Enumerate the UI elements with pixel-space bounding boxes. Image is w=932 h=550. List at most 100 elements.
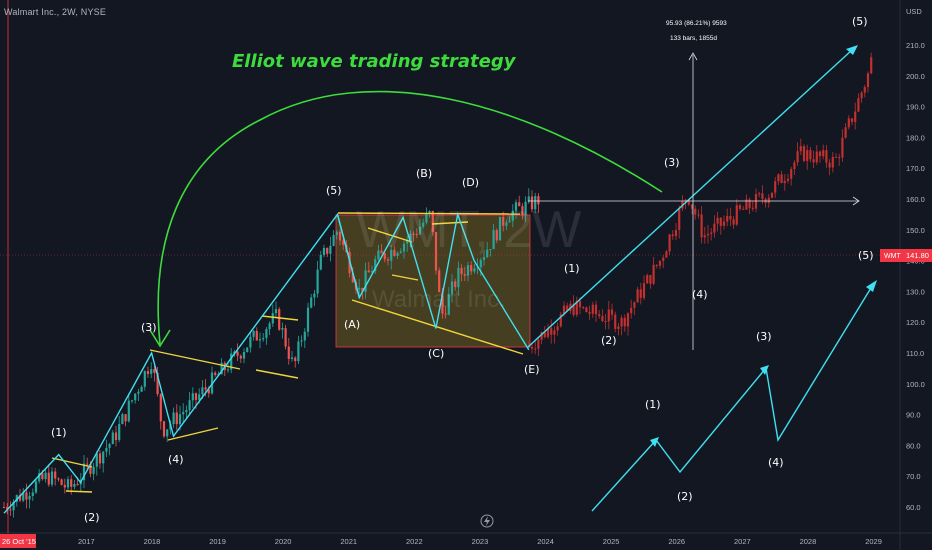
candle-body	[495, 230, 498, 241]
candle-body	[857, 98, 860, 112]
candle-body	[214, 372, 217, 375]
candle-body	[367, 270, 370, 273]
price-tick: 120.0	[906, 318, 925, 327]
candle-body	[662, 257, 665, 261]
candle-body	[745, 199, 748, 210]
candle-body	[150, 369, 153, 374]
candle-body	[527, 346, 530, 348]
wave-label: (5)	[858, 249, 874, 262]
candle-body	[783, 180, 786, 183]
candle-body	[716, 217, 719, 224]
candle-body	[86, 463, 89, 465]
candle-body	[790, 169, 793, 179]
candle-body	[396, 252, 399, 256]
candle-body	[479, 259, 482, 268]
candle-body	[255, 330, 258, 341]
candle-body	[300, 340, 303, 342]
wave-label: (4)	[692, 288, 708, 301]
candle-body	[678, 208, 681, 231]
candle-body	[121, 414, 124, 425]
candle-body	[393, 249, 396, 256]
candle-body	[614, 314, 617, 329]
candle-body	[130, 400, 134, 402]
candle-body	[463, 274, 466, 276]
candle-body	[127, 400, 130, 422]
arrowhead	[846, 45, 858, 55]
candle-body	[303, 331, 306, 341]
lightning-icon[interactable]	[480, 514, 494, 528]
candle-body	[399, 251, 402, 253]
candle-body	[694, 208, 697, 215]
candle-body	[233, 351, 236, 354]
wave-label: (3)	[141, 321, 157, 334]
wave-label: (C)	[428, 347, 444, 360]
arrowhead	[760, 365, 769, 375]
candle-body	[486, 249, 489, 258]
price-tick: 80.0	[906, 441, 921, 450]
candle-body	[342, 240, 345, 245]
candle-body	[524, 201, 527, 215]
candle-body	[383, 253, 386, 260]
candle-body	[530, 196, 534, 210]
year-tick: 2021	[340, 537, 357, 546]
candle-body	[124, 414, 127, 422]
candle-body	[246, 347, 249, 353]
candle-body	[594, 304, 598, 315]
candle-body	[406, 240, 409, 244]
candle-body	[25, 492, 28, 500]
candle-body	[18, 495, 22, 501]
candle-body	[706, 233, 710, 236]
candle-body	[226, 369, 230, 371]
candle-body	[108, 444, 111, 448]
candle-body	[230, 353, 233, 370]
candle-body	[815, 151, 818, 163]
candle-body	[412, 233, 415, 235]
candle-body	[370, 271, 374, 273]
candle-body	[687, 199, 690, 205]
candle-body	[207, 389, 210, 394]
candle-body	[386, 259, 390, 261]
wave-label: (E)	[524, 363, 540, 376]
candle-body	[284, 328, 287, 347]
wave-label: (1)	[564, 262, 580, 275]
candle-body	[543, 332, 546, 338]
candle-body	[70, 479, 73, 487]
last-price-value: 141.80	[906, 251, 929, 260]
candle-body	[582, 307, 585, 309]
candle-body	[508, 220, 511, 223]
candle-body	[278, 309, 281, 330]
candle-body	[562, 305, 566, 315]
price-tick: 100.0	[906, 380, 925, 389]
wave-label: (5)	[852, 15, 868, 28]
green-curve-arrow	[157, 90, 663, 345]
wave-labels: (1) (2) (3) (4) (5) (A) (B) (C) (D) (E) …	[51, 15, 874, 524]
wave-label: (2)	[84, 511, 100, 524]
candle-body	[620, 317, 623, 327]
candle-body	[639, 289, 642, 298]
candle-body	[185, 410, 188, 413]
candle-body	[28, 495, 31, 500]
watermark-name: Walmart Inc.	[372, 286, 506, 313]
candle-body	[610, 309, 614, 315]
candle-body	[236, 351, 239, 356]
candle-body	[438, 270, 441, 293]
candle-body	[444, 313, 447, 315]
candle-body	[527, 196, 530, 202]
candle-body	[252, 330, 255, 337]
candle-body	[652, 264, 655, 284]
candle-body	[732, 219, 735, 225]
candle-body	[191, 393, 194, 401]
candle-body	[319, 254, 322, 270]
candle-body	[847, 118, 850, 128]
candle-body	[441, 292, 444, 314]
candle-body	[57, 478, 60, 480]
candle-body	[297, 341, 300, 362]
candle-body	[47, 472, 50, 485]
candle-body	[802, 146, 806, 161]
candle-body	[546, 328, 550, 338]
candle-body	[713, 223, 716, 233]
candle-body	[294, 357, 297, 362]
candle-body	[828, 162, 831, 168]
candle-body	[601, 316, 604, 322]
candle-body	[335, 231, 338, 235]
